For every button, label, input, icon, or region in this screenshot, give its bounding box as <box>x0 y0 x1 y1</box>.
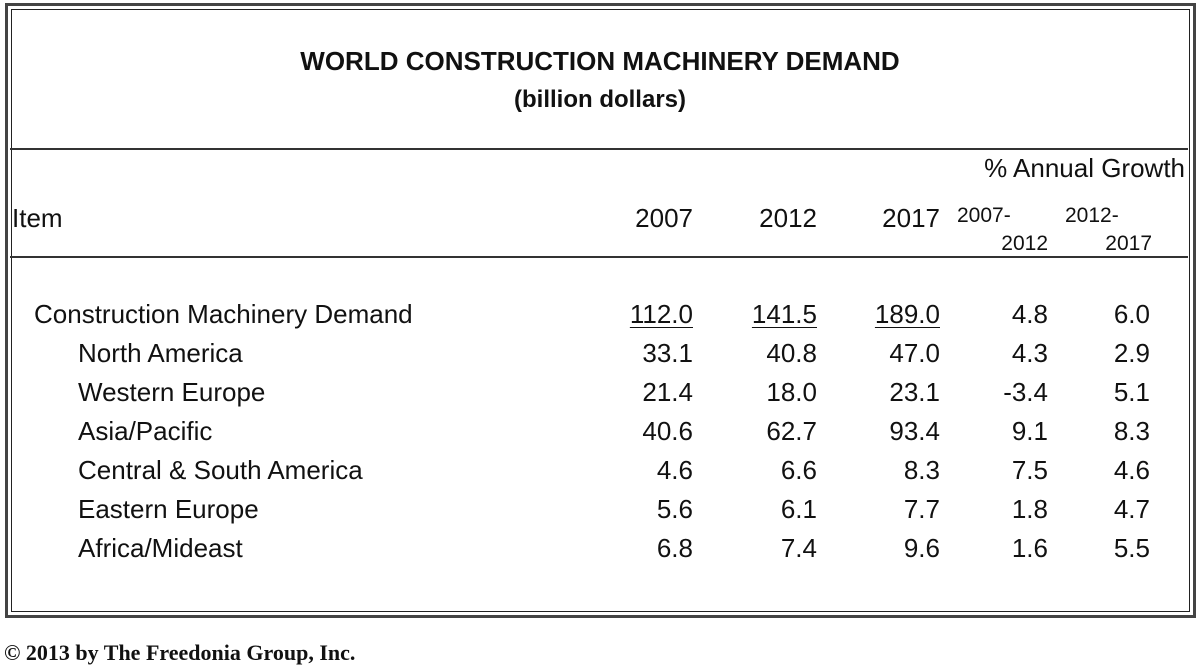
row-label: Central & South America <box>78 455 363 485</box>
row-label: Eastern Europe <box>78 494 259 524</box>
column-header-item: Item <box>12 203 63 233</box>
cell-value-2007: 21.4 <box>642 377 693 407</box>
cell-growth-2012-2017: 8.3 <box>1113 416 1150 446</box>
cell-growth-2012-2017: 6.0 <box>1113 299 1150 329</box>
column-header-2012: 2012 <box>759 203 817 233</box>
row-label: Africa/Mideast <box>78 533 243 563</box>
cell-value-2012: 6.1 <box>780 494 817 524</box>
cell-value-2017: 93.4 <box>889 416 940 446</box>
column-header-2007: 2007 <box>635 203 693 233</box>
cell-value-2017: 9.6 <box>903 533 940 563</box>
cell-growth-2012-2017: 5.5 <box>1113 533 1150 563</box>
cell-growth-2012-2017: 5.1 <box>1113 377 1150 407</box>
cell-value-2012: 141.5 <box>751 299 817 329</box>
cell-value-2012: 40.8 <box>766 338 817 368</box>
cell-value-2017: 189.0 <box>874 299 940 329</box>
cell-value-2012: 62.7 <box>766 416 817 446</box>
cell-growth-2007-2012: 1.8 <box>1011 494 1048 524</box>
copyright-footer: © 2013 by The Freedonia Group, Inc. <box>4 640 356 665</box>
cell-value-2007: 4.6 <box>656 455 693 485</box>
cell-growth-2012-2017: 2.9 <box>1113 338 1150 368</box>
cell-growth-2007-2012: 7.5 <box>1011 455 1048 485</box>
cell-value-2007: 112.0 <box>629 299 693 329</box>
table-subtitle: (billion dollars) <box>514 86 686 113</box>
column-header-growth1-top: 2007- <box>957 204 1011 227</box>
cell-value-2012: 7.4 <box>780 533 817 563</box>
cell-value-2012: 18.0 <box>766 377 817 407</box>
column-header-growth2-bottom: 2017 <box>1105 232 1152 255</box>
cell-value-2007: 5.6 <box>656 494 693 524</box>
cell-growth-2007-2012: -3.4 <box>1003 377 1048 407</box>
cell-value-2017: 7.7 <box>903 494 940 524</box>
cell-value-2017: 47.0 <box>889 338 940 368</box>
header-divider <box>10 148 1188 150</box>
table-frame-inner <box>11 9 1190 612</box>
column-header-2017: 2017 <box>882 203 940 233</box>
cell-growth-2007-2012: 4.8 <box>1011 299 1048 329</box>
cell-value-2007: 6.8 <box>656 533 693 563</box>
column-header-divider <box>10 256 1188 258</box>
table-frame <box>5 3 1196 618</box>
cell-value-2007: 33.1 <box>642 338 693 368</box>
cell-growth-2007-2012: 9.1 <box>1011 416 1048 446</box>
row-label: Western Europe <box>78 377 266 407</box>
cell-value-2017: 23.1 <box>889 377 940 407</box>
table-title: WORLD CONSTRUCTION MACHINERY DEMAND <box>300 46 900 76</box>
growth-group-header: % Annual Growth <box>984 153 1185 183</box>
column-header-growth2-top: 2012- <box>1065 204 1119 227</box>
cell-growth-2012-2017: 4.6 <box>1113 455 1150 485</box>
row-label: Construction Machinery Demand <box>34 299 413 329</box>
cell-value-2007: 40.6 <box>642 416 693 446</box>
cell-growth-2012-2017: 4.7 <box>1113 494 1150 524</box>
cell-growth-2007-2012: 4.3 <box>1011 338 1048 368</box>
row-label: North America <box>78 338 243 368</box>
column-header-growth1-bottom: 2012 <box>1001 232 1048 255</box>
cell-growth-2007-2012: 1.6 <box>1011 533 1048 563</box>
cell-value-2012: 6.6 <box>780 455 817 485</box>
cell-value-2017: 8.3 <box>903 455 940 485</box>
row-label: Asia/Pacific <box>78 416 213 446</box>
